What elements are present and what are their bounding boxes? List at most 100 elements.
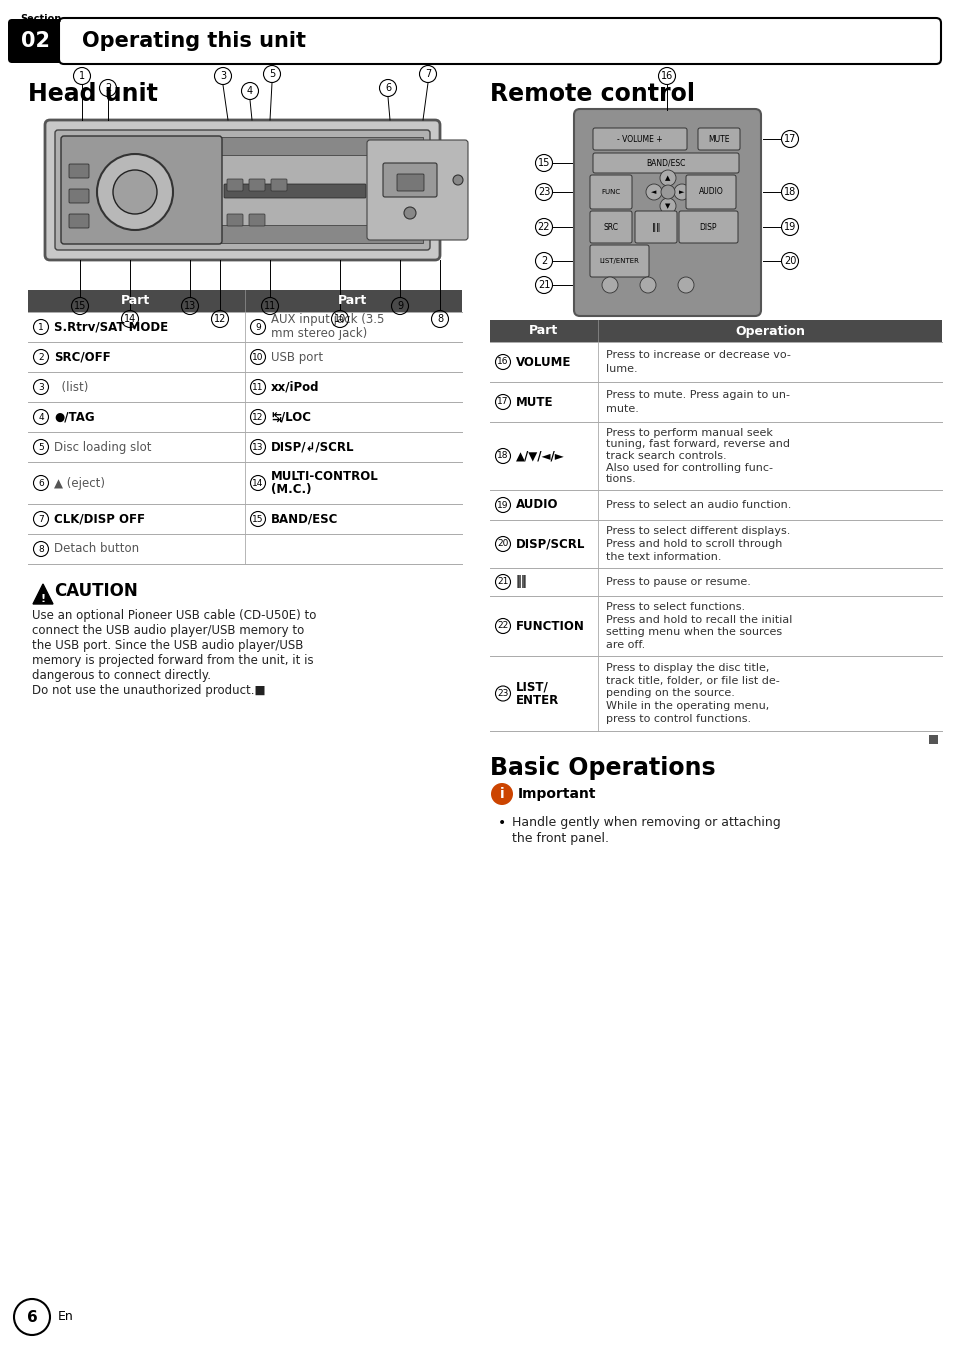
- Text: 10: 10: [334, 314, 346, 324]
- Text: ENTER: ENTER: [516, 694, 558, 707]
- Circle shape: [660, 185, 675, 199]
- Text: Press to select functions.: Press to select functions.: [605, 602, 744, 612]
- Text: Press to select an audio function.: Press to select an audio function.: [605, 500, 791, 510]
- Text: !: !: [40, 594, 46, 604]
- Text: lume.: lume.: [605, 364, 637, 375]
- Circle shape: [453, 174, 462, 185]
- Bar: [490, 320, 941, 342]
- Text: DISP: DISP: [699, 223, 716, 231]
- Circle shape: [639, 277, 656, 293]
- Bar: [62, 137, 422, 155]
- Text: 15: 15: [537, 158, 550, 168]
- Text: 11: 11: [252, 383, 263, 392]
- Text: Part: Part: [121, 295, 151, 307]
- Circle shape: [645, 184, 661, 200]
- Text: 1: 1: [38, 323, 44, 331]
- Text: 6: 6: [38, 479, 44, 488]
- Text: LIST/: LIST/: [516, 680, 548, 694]
- Text: (list): (list): [54, 380, 89, 393]
- Text: 2: 2: [105, 82, 111, 93]
- Text: While in the operating menu,: While in the operating menu,: [605, 702, 768, 711]
- Text: 02: 02: [22, 31, 51, 51]
- FancyBboxPatch shape: [249, 214, 265, 226]
- FancyBboxPatch shape: [382, 164, 436, 197]
- Text: S.Rtrv/SAT MODE: S.Rtrv/SAT MODE: [54, 320, 168, 334]
- Text: Section: Section: [20, 14, 61, 24]
- Text: FUNCTION: FUNCTION: [516, 619, 584, 633]
- Text: 21: 21: [497, 577, 508, 587]
- FancyBboxPatch shape: [249, 178, 265, 191]
- FancyBboxPatch shape: [367, 141, 468, 241]
- Text: 4: 4: [38, 412, 44, 422]
- Text: 15: 15: [252, 515, 263, 523]
- Text: ↹/LOC: ↹/LOC: [271, 411, 311, 423]
- Text: 17: 17: [783, 134, 796, 145]
- FancyBboxPatch shape: [59, 18, 940, 64]
- Text: 12: 12: [213, 314, 226, 324]
- FancyBboxPatch shape: [45, 120, 439, 260]
- Text: mm stereo jack): mm stereo jack): [271, 327, 367, 341]
- Text: 13: 13: [184, 301, 196, 311]
- Text: BAND/ESC: BAND/ESC: [645, 158, 685, 168]
- Text: 16: 16: [497, 357, 508, 366]
- Text: 14: 14: [124, 314, 136, 324]
- Text: 3: 3: [220, 72, 226, 81]
- Text: USB port: USB port: [271, 350, 323, 364]
- Text: press to control functions.: press to control functions.: [605, 714, 750, 725]
- Bar: [928, 735, 937, 744]
- Text: are off.: are off.: [605, 639, 644, 650]
- Text: Basic Operations: Basic Operations: [490, 756, 715, 780]
- FancyBboxPatch shape: [589, 174, 631, 210]
- Text: DISP/↲/SCRL: DISP/↲/SCRL: [271, 441, 355, 453]
- Text: 13: 13: [252, 442, 263, 452]
- Text: ‖‖: ‖‖: [651, 223, 659, 231]
- Text: 2: 2: [540, 256, 547, 266]
- Text: Press and hold to recall the initial: Press and hold to recall the initial: [605, 615, 792, 625]
- Circle shape: [403, 207, 416, 219]
- Text: Press to select different displays.: Press to select different displays.: [605, 526, 789, 537]
- FancyBboxPatch shape: [589, 245, 648, 277]
- Text: tions.: tions.: [605, 475, 636, 484]
- Text: Remote control: Remote control: [490, 82, 695, 105]
- Text: Operation: Operation: [734, 324, 804, 338]
- Text: FUNC: FUNC: [600, 189, 619, 195]
- Text: 19: 19: [497, 500, 508, 510]
- Text: 6: 6: [384, 82, 391, 93]
- Text: Press to increase or decrease vo-: Press to increase or decrease vo-: [605, 350, 790, 360]
- Text: ‖‖: ‖‖: [516, 576, 527, 588]
- Text: the front panel.: the front panel.: [512, 831, 608, 845]
- Circle shape: [491, 783, 513, 804]
- FancyBboxPatch shape: [227, 214, 243, 226]
- Text: Handle gently when removing or attaching: Handle gently when removing or attaching: [512, 817, 780, 829]
- Text: Head unit: Head unit: [28, 82, 157, 105]
- Text: Press to mute. Press again to un-: Press to mute. Press again to un-: [605, 389, 789, 400]
- Text: ►: ►: [679, 189, 684, 195]
- Text: 10: 10: [252, 353, 263, 361]
- Text: ▲: ▲: [664, 174, 670, 181]
- Text: DISP/SCRL: DISP/SCRL: [516, 538, 585, 550]
- Text: 22: 22: [497, 622, 508, 630]
- Text: Press and hold to scroll through: Press and hold to scroll through: [605, 539, 781, 549]
- FancyBboxPatch shape: [69, 164, 89, 178]
- Circle shape: [14, 1299, 50, 1334]
- Text: Press to display the disc title,: Press to display the disc title,: [605, 662, 768, 673]
- Text: Use an optional Pioneer USB cable (CD-U50E) to: Use an optional Pioneer USB cable (CD-U5…: [32, 608, 316, 622]
- Text: Part: Part: [529, 324, 558, 338]
- FancyBboxPatch shape: [593, 128, 686, 150]
- Text: 14: 14: [252, 479, 263, 488]
- Text: dangerous to connect directly.: dangerous to connect directly.: [32, 669, 211, 681]
- FancyBboxPatch shape: [593, 153, 739, 173]
- Text: - VOLUME +: - VOLUME +: [617, 134, 662, 143]
- Text: 20: 20: [497, 539, 508, 549]
- Text: Also used for controlling func-: Also used for controlling func-: [605, 462, 772, 473]
- FancyBboxPatch shape: [589, 211, 631, 243]
- Text: 9: 9: [396, 301, 402, 311]
- Text: 5: 5: [269, 69, 274, 78]
- Text: 20: 20: [783, 256, 796, 266]
- FancyBboxPatch shape: [698, 128, 740, 150]
- FancyBboxPatch shape: [574, 110, 760, 316]
- FancyBboxPatch shape: [679, 211, 738, 243]
- FancyBboxPatch shape: [69, 189, 89, 203]
- Text: 7: 7: [38, 515, 44, 523]
- Text: track search controls.: track search controls.: [605, 452, 726, 461]
